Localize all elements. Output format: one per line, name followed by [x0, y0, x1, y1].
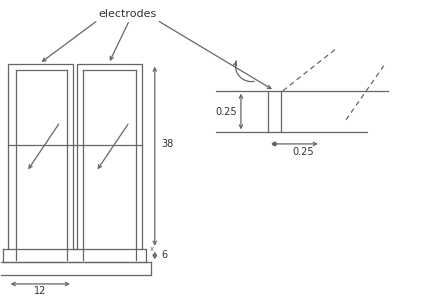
Text: electrodes: electrodes — [98, 9, 157, 19]
Text: 0.25: 0.25 — [292, 147, 314, 157]
Text: x: x — [150, 246, 154, 252]
Text: 12: 12 — [34, 286, 47, 297]
Text: 0.25: 0.25 — [215, 106, 237, 117]
Text: 38: 38 — [161, 139, 173, 149]
Text: 6: 6 — [161, 251, 167, 260]
